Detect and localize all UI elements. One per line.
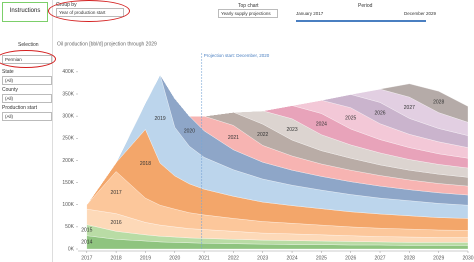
- series-label: 2019: [155, 116, 166, 122]
- filter-dropdown[interactable]: (All): [2, 112, 52, 121]
- x-tick-label: 2028: [404, 255, 415, 261]
- period-label: Period: [358, 3, 373, 9]
- highlight-ellipse: [48, 0, 130, 22]
- area: [86, 74, 469, 205]
- top-chart-dropdown[interactable]: Yearly supply projections: [218, 9, 278, 18]
- filter-label: Selection: [18, 42, 39, 48]
- instructions-button[interactable]: Instructions: [2, 2, 48, 22]
- x-tick-label: 2024: [286, 255, 297, 261]
- annotation: Projection start: December, 2020: [204, 53, 270, 58]
- area: [86, 235, 469, 250]
- series-label: 2028: [433, 99, 444, 105]
- area: [86, 129, 469, 231]
- filter-label: Production start: [2, 105, 38, 111]
- x-tick-label: 2022: [228, 255, 239, 261]
- series-label: 2017: [111, 190, 122, 196]
- x-tick-label: 2025: [316, 255, 327, 261]
- period-slider[interactable]: [296, 20, 426, 22]
- area: [86, 224, 469, 246]
- sidebar: [0, 0, 53, 262]
- area: [86, 171, 469, 238]
- area: [86, 74, 469, 219]
- x-tick-label: 2021: [199, 255, 210, 261]
- area: [86, 74, 469, 206]
- x-tick-label: 2019: [140, 255, 151, 261]
- top-chart-label: Top chart: [238, 3, 259, 9]
- area: [86, 74, 469, 205]
- filter-dropdown[interactable]: (All): [2, 76, 52, 85]
- highlight-ellipse: [0, 50, 56, 68]
- filter-dropdown[interactable]: (All): [2, 94, 52, 103]
- y-tick-label: 200K: [62, 158, 74, 164]
- series-label: 2026: [374, 110, 385, 116]
- period-start: January 2017: [296, 11, 324, 16]
- series-label: 2022: [257, 132, 268, 138]
- filter-label: State: [2, 69, 14, 75]
- y-tick-label: 50K: [65, 224, 75, 230]
- x-tick-label: 2023: [257, 255, 268, 261]
- x-tick-label: 2027: [374, 255, 385, 261]
- series-label: 2023: [286, 127, 297, 133]
- x-tick-label: 2029: [433, 255, 444, 261]
- area: [86, 74, 469, 205]
- x-tick-label: 2017: [81, 255, 92, 261]
- y-tick-label: 300K: [62, 113, 74, 119]
- x-tick-label: 2030: [462, 255, 473, 261]
- series-label: 2025: [345, 116, 356, 122]
- y-tick-label: 0K: [68, 246, 75, 252]
- area: [86, 74, 469, 205]
- chart-title: Oil production [bbl/d] projection throug…: [57, 41, 157, 47]
- x-tick-label: 2020: [169, 255, 180, 261]
- series-label: 2014: [81, 240, 92, 246]
- series-label: 2018: [140, 161, 151, 167]
- series-label: 2024: [316, 121, 327, 127]
- series-label: 2020: [184, 129, 195, 135]
- y-tick-label: 100K: [62, 202, 74, 208]
- area: [86, 208, 469, 243]
- area: [86, 74, 469, 205]
- area: [86, 74, 469, 205]
- x-tick-label: 2018: [111, 255, 122, 261]
- area: [86, 74, 469, 205]
- y-tick-label: 150K: [62, 180, 74, 186]
- y-tick-label: 400K: [62, 69, 74, 75]
- series-label: 2027: [404, 105, 415, 111]
- series-label: 2015: [81, 228, 92, 234]
- period-end: December 2029: [404, 11, 437, 16]
- filter-label: County: [2, 87, 18, 93]
- area: [86, 74, 469, 205]
- x-tick-label: 2026: [345, 255, 356, 261]
- series-label: 2016: [111, 220, 122, 226]
- y-tick-label: 350K: [62, 91, 74, 97]
- y-tick-label: 250K: [62, 136, 74, 142]
- series-label: 2021: [228, 135, 239, 141]
